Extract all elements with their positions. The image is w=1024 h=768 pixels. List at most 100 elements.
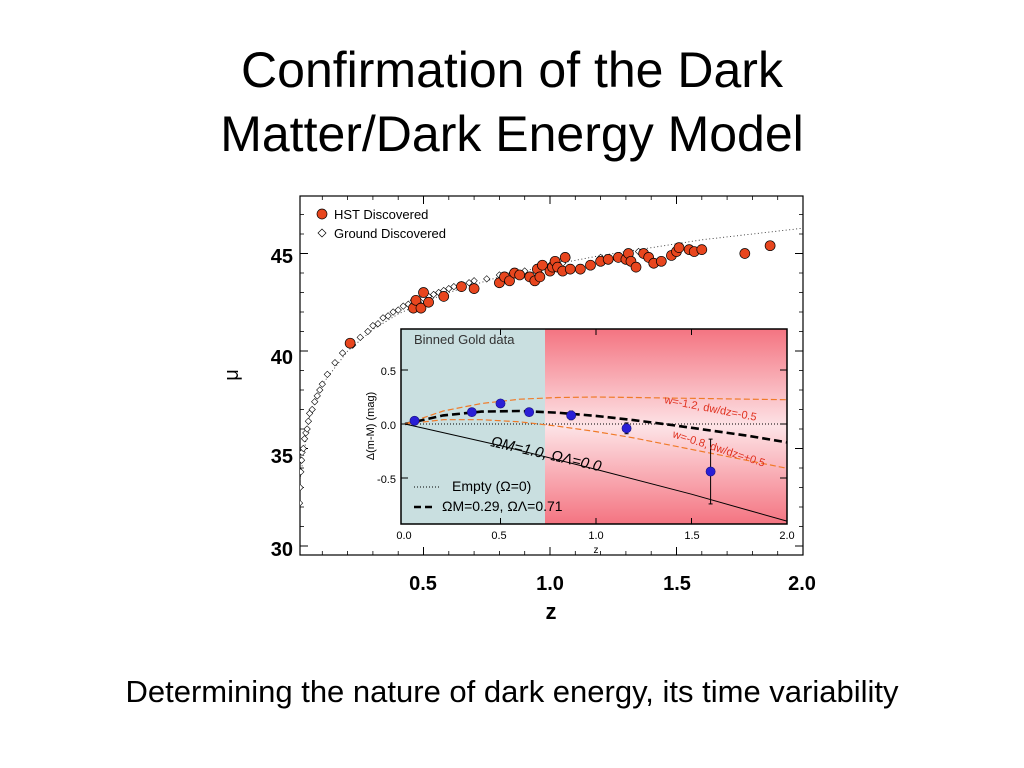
inset-y-axis-label: Δ(m-M) (mag) xyxy=(365,392,377,460)
ground-discovered-point xyxy=(369,322,377,330)
inset-region-red xyxy=(545,329,787,524)
ground-discovered-point xyxy=(311,398,319,406)
hst-discovered-point xyxy=(418,287,429,298)
ground-discovered-point xyxy=(429,290,438,299)
hst-discovered-point xyxy=(575,263,586,275)
ground-discovered-point xyxy=(374,320,382,328)
inset-y-tick-label: -0.5 xyxy=(377,474,396,486)
ground-discovered-point xyxy=(304,417,313,425)
inset-model-curve-4 xyxy=(404,396,787,425)
slide-caption: Determining the nature of dark energy, i… xyxy=(125,674,899,709)
inset-region-blue xyxy=(401,329,545,524)
main-y-tick-label: 45 xyxy=(271,246,293,268)
slide-title-line-2: Matter/Dark Energy Model xyxy=(220,106,804,162)
inset-legend: Empty (Ω=0) ΩM=0.29, ΩΛ=0.71 xyxy=(414,478,563,514)
ground-discovered-point xyxy=(300,448,306,457)
hst-discovered-point xyxy=(764,240,776,252)
ground-discovered-point xyxy=(303,425,311,433)
hst-discovered-point xyxy=(630,261,642,273)
ground-discovered-point xyxy=(465,279,473,287)
ground-discovered-point xyxy=(389,308,397,316)
main-x-tick-label: 1.5 xyxy=(663,573,691,595)
ground-discovered-point xyxy=(300,483,304,492)
ground-discovered-point xyxy=(356,333,364,341)
inset-y-tick-label: 0.0 xyxy=(381,420,396,432)
binned-gold-point xyxy=(621,423,632,434)
inset-x-tick-label: 0.5 xyxy=(491,530,506,542)
hst-discovered-point xyxy=(602,254,614,265)
binned-gold-point xyxy=(495,398,506,409)
inset-model-curve-2 xyxy=(404,423,787,522)
main-legend: HST Discovered Ground Discovered xyxy=(316,207,446,241)
hst-discovered-point xyxy=(564,263,576,275)
main-x-axis-label: z xyxy=(546,599,557,624)
inset-y-tick-label: 0.5 xyxy=(381,366,396,378)
main-y-tick-label: 40 xyxy=(271,347,293,369)
binned-gold-point xyxy=(466,407,477,418)
binned-gold-point xyxy=(566,410,577,421)
ground-discovered-point xyxy=(300,499,304,507)
main-reference-line xyxy=(300,227,803,484)
hst-discovered-point xyxy=(585,259,596,271)
hst-discovered-point xyxy=(410,294,422,306)
ground-discovered-point xyxy=(450,283,458,291)
inset-x-axis-label: z xyxy=(594,545,599,556)
legend-lcdm-label: ΩM=0.29, ΩΛ=0.71 xyxy=(442,498,563,514)
ground-discovered-point xyxy=(399,302,407,310)
hst-discovered-point xyxy=(673,242,685,253)
hst-discovered-point xyxy=(655,255,667,267)
inset-model-curve-5 xyxy=(404,419,787,469)
ground-discovered-point xyxy=(331,359,339,367)
binned-gold-point xyxy=(705,466,716,477)
ground-discovered-point xyxy=(483,275,491,283)
legend-ground-label: Ground Discovered xyxy=(334,226,446,241)
legend-ground-marker xyxy=(317,228,327,238)
legend-hst-marker xyxy=(316,208,328,220)
ground-discovered-point xyxy=(384,312,392,320)
ground-discovered-point xyxy=(394,306,402,314)
inset-x-tick-label: 2.0 xyxy=(779,530,794,542)
ground-discovered-point xyxy=(316,386,324,394)
hst-discovered-point xyxy=(559,252,571,263)
slide-title: Confirmation of the Dark Matter/Dark Ene… xyxy=(0,38,1024,166)
binned-gold-point xyxy=(409,415,420,426)
ground-discovered-point xyxy=(323,370,331,379)
main-x-tick-label: 0.5 xyxy=(409,573,437,595)
ground-discovered-point xyxy=(338,349,347,357)
hst-discovered-point xyxy=(438,291,450,302)
hst-discovered-point xyxy=(456,281,467,292)
hst-discovered-point xyxy=(423,296,434,308)
ground-discovered-point xyxy=(308,405,316,414)
inset-plot-frame xyxy=(400,328,788,525)
hst-discovered-point xyxy=(514,269,525,281)
inset-x-tick-label: 0.0 xyxy=(396,530,411,542)
inset-axis-ticks xyxy=(401,329,787,524)
ground-discovered-point xyxy=(445,284,453,293)
hst-discovered-point xyxy=(534,271,546,283)
ground-discovered-point xyxy=(300,435,309,443)
ground-discovered-point xyxy=(300,456,306,464)
inset-x-tick-label: 1.0 xyxy=(588,530,603,542)
slide-title-line-1: Confirmation of the Dark xyxy=(241,42,783,98)
ground-discovered-point xyxy=(318,380,326,388)
inset-x-tick-label: 1.5 xyxy=(684,530,699,542)
hst-discovered-point xyxy=(344,337,356,349)
main-y-tick-label: 35 xyxy=(271,446,293,468)
ground-discovered-point xyxy=(364,327,372,336)
binned-gold-series xyxy=(409,398,716,505)
main-x-tick-label: 1.0 xyxy=(536,573,564,595)
ground-discovered-point xyxy=(313,392,321,400)
binned-gold-point xyxy=(524,407,535,418)
hst-discovered-point xyxy=(537,259,548,271)
hst-discovered-point xyxy=(415,302,427,314)
hst-discovered-point xyxy=(739,248,751,259)
main-x-tick-label: 2.0 xyxy=(788,573,816,595)
ground-discovered-point xyxy=(379,314,387,322)
main-y-axis-label: μ xyxy=(221,369,243,381)
hst-discovered-point xyxy=(504,275,515,287)
ground-discovered-point xyxy=(300,444,307,453)
main-y-tick-label: 30 xyxy=(271,539,293,561)
legend-hst-label: HST Discovered xyxy=(334,207,428,222)
hst-discovered-point xyxy=(696,244,708,255)
